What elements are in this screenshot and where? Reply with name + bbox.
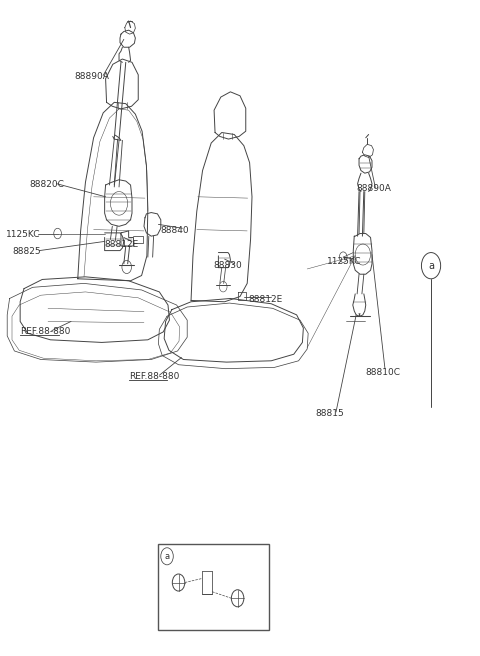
- Text: a: a: [165, 552, 169, 561]
- Text: 88830: 88830: [214, 261, 242, 270]
- Text: 88810C: 88810C: [366, 368, 401, 377]
- Text: 88812E: 88812E: [249, 295, 283, 304]
- Text: 88812E: 88812E: [105, 239, 139, 249]
- Text: 88815: 88815: [316, 409, 345, 418]
- Text: 88877: 88877: [239, 577, 266, 586]
- Text: REF.88-880: REF.88-880: [129, 372, 179, 381]
- Text: 88890A: 88890A: [356, 184, 391, 194]
- Bar: [158, 544, 269, 630]
- Text: 88878: 88878: [186, 560, 213, 569]
- Text: a: a: [428, 260, 434, 271]
- Text: 88840: 88840: [161, 226, 190, 236]
- Text: REF.88-880: REF.88-880: [20, 327, 71, 337]
- Text: 1125KC: 1125KC: [6, 230, 40, 239]
- Text: 88890A: 88890A: [74, 72, 109, 81]
- Text: 88820C: 88820C: [30, 180, 65, 190]
- Text: 88825: 88825: [12, 247, 41, 256]
- Text: 1125KC: 1125KC: [327, 256, 362, 266]
